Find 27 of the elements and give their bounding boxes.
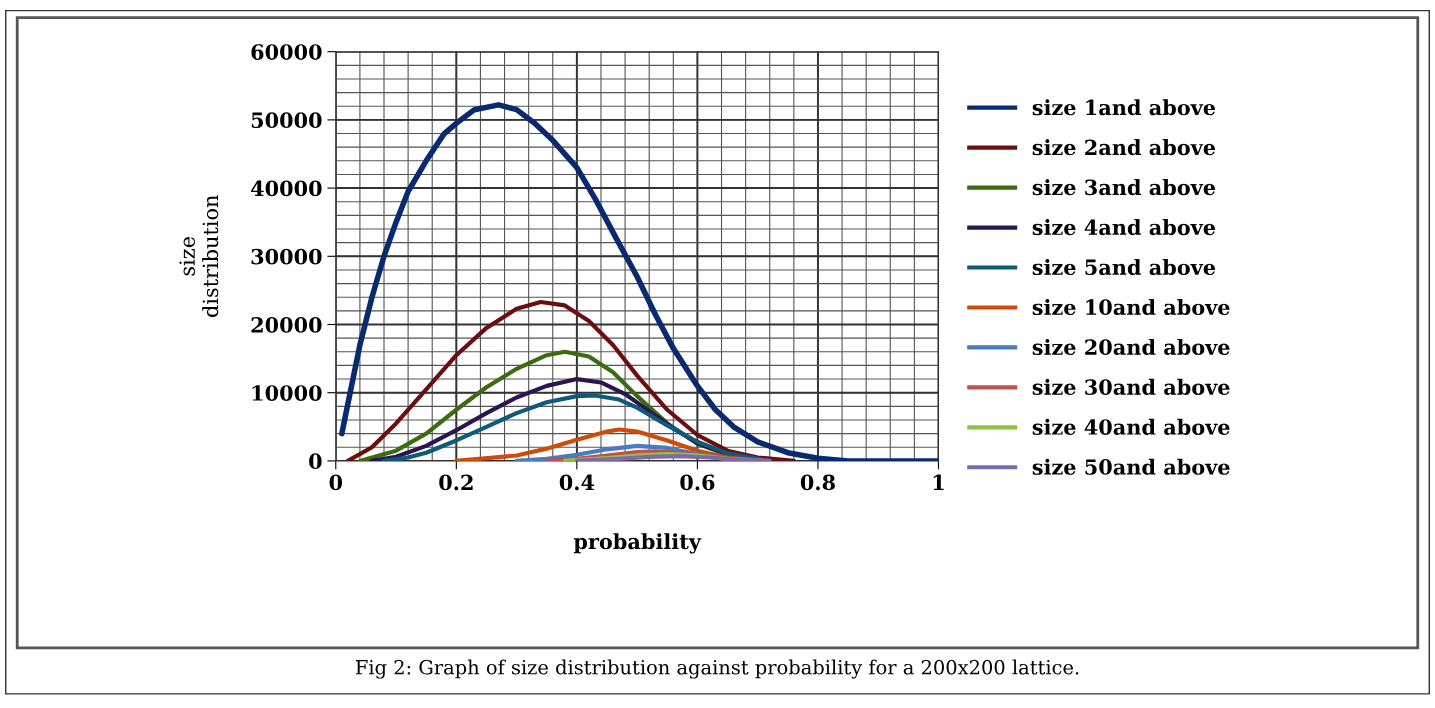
legend-label: size 5and above <box>1032 258 1216 276</box>
legend-label: size 3and above <box>1032 179 1216 196</box>
y-tick-label: 20000 <box>251 316 322 333</box>
legend-label: size 50and above <box>1032 458 1230 475</box>
caption: Fig 2: Graph of size distribution against probability for a 200x200 lattice. <box>355 659 1079 679</box>
legend-label: size 10and above <box>1032 298 1230 316</box>
legend-label: size 30and above <box>1032 378 1230 395</box>
x-tick-label: 0.8 <box>800 474 835 491</box>
line-series <box>345 299 796 461</box>
x-axis-title: probability <box>573 533 702 554</box>
y-tick-label: 10000 <box>252 385 322 401</box>
y-tick-label: 30000 <box>251 248 322 265</box>
x-tick-label: 0.6 <box>680 474 715 491</box>
x-tick-label: 0.2 <box>439 474 473 491</box>
legend-label: size 40and above <box>1032 418 1230 435</box>
x-tick-label: 0.4 <box>559 474 595 491</box>
y-tick-label: 0 <box>309 453 322 470</box>
legend-label: size 4and above <box>1032 219 1216 236</box>
legend-label: size 1and above <box>1032 99 1216 116</box>
legend-label: size 2and above <box>1032 139 1216 156</box>
y-tick-label: 50000 <box>251 112 322 129</box>
x-tick-label: 0 <box>329 474 343 491</box>
x-tick-label: 1 <box>933 474 944 490</box>
legend-label: size 20and above <box>1032 338 1230 356</box>
y-tick-label: 60000 <box>251 44 322 60</box>
y-axis-title: size distribution <box>179 195 219 317</box>
y-tick-label: 40000 <box>250 180 322 197</box>
